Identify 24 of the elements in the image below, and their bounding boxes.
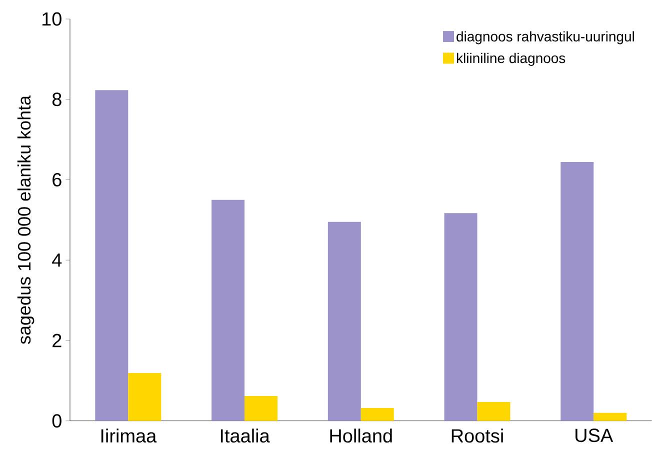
x-tick-label: USA (576, 428, 614, 442)
bar (560, 162, 594, 421)
y-tick-label: 4 (52, 254, 62, 267)
bar (212, 200, 245, 421)
y-tick-label: 8 (52, 92, 62, 106)
y-axis-title: sagedus 100 000 elaniku kohta (17, 96, 34, 344)
x-tick-label: Rootsi (452, 428, 503, 443)
y-tick-label: 10 (42, 12, 62, 26)
legend-label: kliiniline diagnoos (456, 52, 566, 66)
bar (444, 213, 478, 421)
y-tick-label: 6 (52, 173, 62, 187)
bar (360, 408, 394, 421)
x-tick-label: Itaalia (220, 428, 270, 443)
x-tick-label: Iirimaa (101, 428, 157, 443)
bar (594, 412, 627, 421)
bar (244, 396, 278, 421)
bar (477, 402, 510, 421)
x-tick-label: Holland (330, 428, 392, 443)
y-tick-label: 0 (52, 414, 62, 428)
legend-label: diagnoos rahvastiku-uuringul (456, 31, 634, 44)
y-tick-label: 2 (52, 334, 62, 348)
bar (95, 90, 128, 421)
bar (128, 373, 162, 421)
bar (328, 222, 361, 421)
